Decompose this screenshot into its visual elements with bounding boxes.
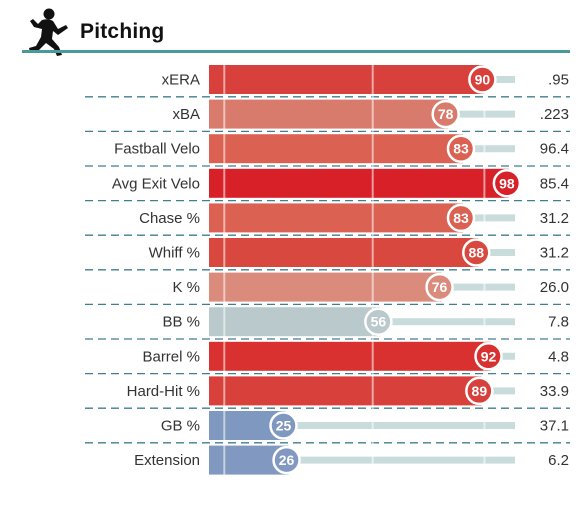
stat-value: .223 bbox=[540, 106, 569, 123]
row-label: Avg Exit Velo bbox=[112, 175, 200, 192]
row-label: Barrel % bbox=[142, 348, 200, 365]
percentile-marker bbox=[468, 65, 497, 94]
row-label: Chase % bbox=[139, 210, 200, 227]
row-label: xBA bbox=[172, 106, 200, 123]
pitcher-icon bbox=[29, 8, 68, 56]
stat-value: 26.0 bbox=[540, 279, 569, 296]
percentile-bar bbox=[209, 376, 482, 406]
percentile-bar bbox=[209, 203, 463, 233]
percentile-marker bbox=[462, 238, 491, 267]
percentile-marker bbox=[272, 445, 301, 475]
percentile-label: 56 bbox=[371, 314, 387, 330]
percentile-label: 83 bbox=[453, 210, 469, 226]
stat-value: 7.8 bbox=[548, 314, 569, 331]
percentile-label: 88 bbox=[468, 245, 484, 261]
percentile-bar bbox=[209, 99, 448, 129]
stat-value: 96.4 bbox=[540, 141, 569, 158]
row-label: xERA bbox=[162, 72, 200, 89]
percentile-label: 98 bbox=[499, 175, 515, 191]
percentile-marker bbox=[446, 203, 476, 233]
percentile-marker bbox=[364, 307, 393, 336]
stat-value: 31.2 bbox=[540, 210, 569, 227]
percentile-label: 90 bbox=[475, 72, 491, 88]
percentile-bar bbox=[209, 238, 479, 267]
percentile-label: 76 bbox=[432, 279, 448, 295]
percentile-bar bbox=[209, 168, 509, 198]
stat-value: 85.4 bbox=[540, 175, 569, 192]
percentile-marker bbox=[492, 169, 522, 198]
percentile-marker bbox=[269, 411, 298, 440]
percentile-marker bbox=[425, 272, 454, 302]
percentile-label: 78 bbox=[438, 106, 454, 122]
chart-title: Pitching bbox=[80, 20, 165, 43]
stat-value: .95 bbox=[548, 72, 569, 89]
percentile-bar bbox=[209, 341, 491, 371]
percentile-bar bbox=[209, 272, 442, 302]
row-label: K % bbox=[172, 279, 200, 296]
percentile-label: 25 bbox=[276, 418, 292, 434]
row-label: BB % bbox=[162, 314, 200, 331]
percentile-label: 92 bbox=[481, 348, 497, 364]
title-rule bbox=[22, 50, 570, 53]
row-label: Fastball Velo bbox=[114, 141, 200, 158]
row-label: GB % bbox=[161, 418, 200, 435]
percentile-label: 89 bbox=[472, 383, 488, 399]
percentile-label: 26 bbox=[279, 452, 295, 468]
percentile-bar bbox=[209, 307, 381, 337]
stat-value: 37.1 bbox=[540, 418, 569, 435]
stat-value: 6.2 bbox=[548, 452, 569, 469]
percentile-marker bbox=[446, 134, 476, 163]
row-label: Hard-Hit % bbox=[127, 383, 200, 400]
percentile-label: 83 bbox=[453, 141, 469, 157]
chart-header: Pitching bbox=[0, 0, 583, 60]
percentile-bar bbox=[209, 134, 463, 164]
percentile-marker bbox=[431, 99, 460, 129]
percentile-marker bbox=[474, 342, 503, 371]
row-label: Extension bbox=[134, 452, 200, 469]
stat-value: 33.9 bbox=[540, 383, 569, 400]
row-label: Whiff % bbox=[149, 245, 200, 262]
stat-value: 31.2 bbox=[540, 245, 569, 262]
stat-value: 4.8 bbox=[548, 348, 569, 365]
percentile-marker bbox=[465, 376, 494, 406]
percentile-bar bbox=[209, 65, 485, 94]
